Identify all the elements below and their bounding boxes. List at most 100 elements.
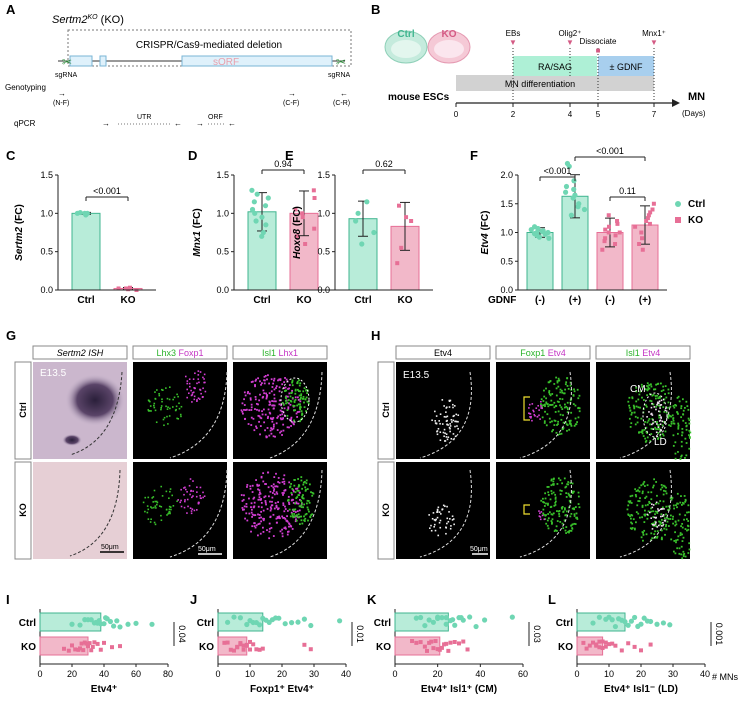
cell-dot xyxy=(682,413,684,416)
cell-dot xyxy=(300,499,302,502)
cell-dot xyxy=(628,501,631,504)
tissue-outline xyxy=(269,371,323,459)
cell-dot xyxy=(171,406,174,408)
cell-dot xyxy=(660,390,663,393)
cell-dot xyxy=(654,524,657,527)
cell-dot xyxy=(301,497,304,500)
cell-dot xyxy=(199,486,202,489)
cell-dot xyxy=(251,491,254,493)
cell-dot xyxy=(635,521,637,524)
cell-dot xyxy=(436,433,439,436)
cell-dot xyxy=(640,431,643,433)
cell-dot xyxy=(284,508,287,510)
cell-dot xyxy=(267,415,269,418)
scissors-icon-left: ✂ xyxy=(62,55,72,69)
cell-dot xyxy=(296,396,299,399)
cell-dot xyxy=(160,388,163,391)
cell-dot xyxy=(577,397,580,400)
cell-dot xyxy=(282,516,285,519)
cell-dot xyxy=(283,415,286,418)
cell-dot xyxy=(270,390,273,393)
cell-dot xyxy=(189,385,191,388)
cell-dot xyxy=(198,381,200,384)
cell-dot xyxy=(570,411,573,414)
cell-dot xyxy=(449,518,451,520)
cell-dot xyxy=(687,408,690,411)
cell-dot xyxy=(646,436,649,439)
data-point xyxy=(303,242,308,246)
cell-dot xyxy=(651,537,654,540)
cell-dot xyxy=(259,532,262,535)
lhx3-ctrl-image xyxy=(133,362,227,459)
data-point xyxy=(293,207,298,212)
cell-dot xyxy=(661,538,663,541)
cell-dot xyxy=(539,418,541,420)
cell-dot xyxy=(684,437,687,440)
cell-dot xyxy=(154,397,157,400)
cell-dot xyxy=(452,518,455,520)
days-label: (Days) xyxy=(682,109,706,118)
cell-dot xyxy=(446,438,449,441)
cell-dot xyxy=(189,493,191,496)
cell-dot xyxy=(282,502,285,505)
data-point xyxy=(259,214,265,220)
cell-dot xyxy=(680,454,683,457)
cell-dot xyxy=(560,506,563,509)
cell-dot xyxy=(684,457,686,459)
cell-dot xyxy=(660,518,663,521)
cell-dot xyxy=(681,434,683,437)
cell-dot xyxy=(562,510,565,513)
x-tick-label: (+) xyxy=(639,295,652,306)
cell-dot xyxy=(566,408,569,411)
y-tick-label: 1.5 xyxy=(40,170,53,180)
cell-dot xyxy=(545,424,548,427)
cell-dot xyxy=(173,396,176,399)
cell-dot xyxy=(656,383,659,386)
cell-dot xyxy=(650,507,652,510)
x-tick-label: 20 xyxy=(636,669,646,679)
cell-dot xyxy=(652,516,655,519)
cell-dot xyxy=(200,392,202,395)
cell-dot xyxy=(291,493,293,496)
cell-dot xyxy=(298,410,301,413)
ko-dish-inner xyxy=(434,40,464,58)
cell-dot xyxy=(565,405,568,408)
data-point xyxy=(66,648,71,653)
cell-dot xyxy=(563,477,566,480)
cell-dot xyxy=(574,506,577,508)
cell-dot xyxy=(201,396,204,398)
cell-dot xyxy=(250,506,252,509)
cell-dot xyxy=(307,402,310,405)
cell-dot xyxy=(535,407,538,409)
header-foxp1-etv4 xyxy=(495,345,591,360)
x-tick-label: 20 xyxy=(67,669,77,679)
cell-dot xyxy=(445,532,447,535)
data-point xyxy=(124,286,129,291)
cell-dot xyxy=(629,495,632,498)
cell-dot xyxy=(184,499,186,501)
cell-dot xyxy=(302,481,305,484)
y-tick-label: 0.5 xyxy=(500,256,513,266)
cell-dot xyxy=(661,433,664,436)
cell-dot xyxy=(570,513,573,515)
cell-dot xyxy=(553,383,556,385)
data-point xyxy=(566,163,572,169)
data-point xyxy=(590,620,596,626)
cell-dot xyxy=(270,526,273,529)
cell-dot xyxy=(197,378,200,380)
cell-dot xyxy=(664,393,666,395)
cell-dot xyxy=(662,406,665,409)
data-point xyxy=(282,621,288,627)
cell-dot xyxy=(650,491,653,494)
cell-dot xyxy=(168,398,171,401)
cell-dot xyxy=(667,401,670,404)
cell-dot xyxy=(577,503,580,505)
data-point xyxy=(613,643,618,648)
day-tick-label: 2 xyxy=(511,110,516,119)
cell-dot xyxy=(442,431,445,434)
cell-dot xyxy=(633,527,636,530)
cell-dot xyxy=(573,522,576,525)
data-point xyxy=(418,640,423,645)
cell-dot xyxy=(253,496,256,499)
